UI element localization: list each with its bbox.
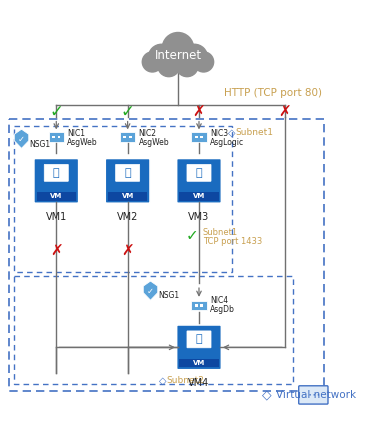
Circle shape <box>176 55 198 77</box>
Text: ◇: ◇ <box>228 127 236 137</box>
Text: ◇: ◇ <box>158 375 166 385</box>
FancyBboxPatch shape <box>44 165 68 181</box>
Text: ✓: ✓ <box>147 287 154 296</box>
Text: Virtual network: Virtual network <box>276 390 356 400</box>
Text: ⧆: ⧆ <box>196 334 202 344</box>
Text: NIC1: NIC1 <box>67 129 85 138</box>
Bar <box>123 135 126 138</box>
Text: AsgLogic: AsgLogic <box>210 138 244 147</box>
Text: ✗: ✗ <box>279 105 291 120</box>
Circle shape <box>194 52 214 72</box>
Bar <box>179 359 219 367</box>
Text: VM2: VM2 <box>117 212 138 222</box>
FancyBboxPatch shape <box>187 165 211 181</box>
Text: Subnet1: Subnet1 <box>236 128 274 137</box>
Circle shape <box>162 33 194 64</box>
Text: HTTP (TCP port 80): HTTP (TCP port 80) <box>224 88 322 98</box>
Circle shape <box>142 52 163 72</box>
Bar <box>14 126 232 272</box>
Bar <box>9 118 324 391</box>
Polygon shape <box>14 129 29 148</box>
Bar <box>195 304 198 307</box>
Text: VM: VM <box>50 193 63 199</box>
FancyBboxPatch shape <box>187 331 211 348</box>
Text: NIC2: NIC2 <box>139 129 157 138</box>
Text: VM: VM <box>122 193 134 199</box>
Text: ⧆: ⧆ <box>53 168 60 178</box>
FancyBboxPatch shape <box>34 159 79 203</box>
Text: NIC3: NIC3 <box>210 129 228 138</box>
Text: VM: VM <box>193 193 205 199</box>
FancyBboxPatch shape <box>176 159 221 203</box>
Text: NSG1: NSG1 <box>29 140 50 149</box>
Text: Internet: Internet <box>154 49 202 62</box>
Text: Subnet1: Subnet1 <box>203 228 238 236</box>
Text: ✓: ✓ <box>185 228 198 243</box>
Text: ✗: ✗ <box>50 244 63 259</box>
Bar <box>195 135 198 138</box>
Text: ✗: ✗ <box>193 105 205 120</box>
Bar <box>200 304 203 307</box>
Text: AsgWeb: AsgWeb <box>67 138 98 147</box>
Text: ✓: ✓ <box>18 135 25 144</box>
FancyBboxPatch shape <box>116 165 140 181</box>
Text: ◇: ◇ <box>262 388 272 401</box>
Text: AsgDb: AsgDb <box>210 305 235 314</box>
Polygon shape <box>143 281 158 300</box>
Text: ⋯: ⋯ <box>307 388 320 401</box>
Text: ⧆: ⧆ <box>124 168 131 178</box>
Bar <box>129 135 132 138</box>
Bar <box>52 135 55 138</box>
FancyBboxPatch shape <box>299 386 328 404</box>
Bar <box>49 132 64 142</box>
Bar <box>179 192 219 201</box>
Bar <box>57 135 60 138</box>
Text: VM3: VM3 <box>188 212 210 222</box>
Text: ✗: ✗ <box>121 244 134 259</box>
Bar <box>191 301 207 310</box>
Bar <box>200 135 203 138</box>
Circle shape <box>158 55 180 77</box>
Circle shape <box>148 44 175 71</box>
Bar <box>108 192 147 201</box>
Text: VM: VM <box>193 360 205 366</box>
Bar <box>37 192 76 201</box>
Text: NIC4: NIC4 <box>210 296 228 305</box>
Text: VM1: VM1 <box>46 212 67 222</box>
Text: ✓: ✓ <box>121 103 135 121</box>
Bar <box>120 132 135 142</box>
Circle shape <box>181 44 208 71</box>
Text: NSG1: NSG1 <box>159 291 180 300</box>
FancyBboxPatch shape <box>176 325 221 370</box>
FancyBboxPatch shape <box>105 159 150 203</box>
Text: TCP port 1433: TCP port 1433 <box>203 237 262 246</box>
Bar <box>191 132 207 142</box>
Text: AsgWeb: AsgWeb <box>139 138 169 147</box>
Text: VM4: VM4 <box>188 379 210 388</box>
Text: Subnet2: Subnet2 <box>166 376 204 385</box>
Text: ✓: ✓ <box>49 103 63 121</box>
Bar <box>14 276 293 384</box>
Text: ⧆: ⧆ <box>196 168 202 178</box>
